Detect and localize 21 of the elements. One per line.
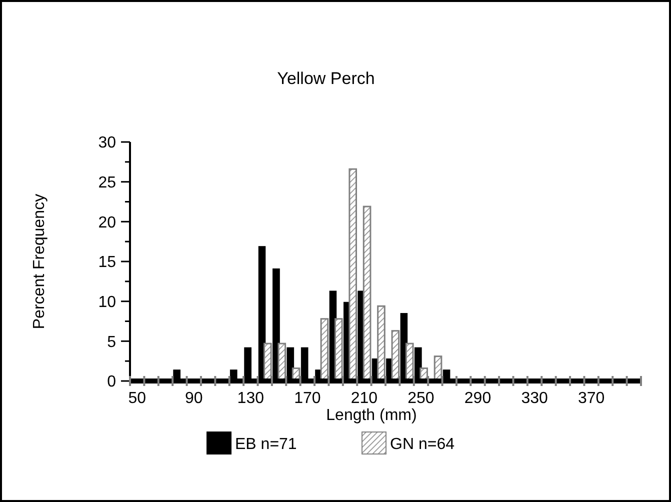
x-tick-label: 90	[184, 390, 203, 407]
y-tick-label: 30	[98, 134, 116, 152]
y-tick-label: 0	[107, 374, 116, 391]
chart-title: Yellow Perch	[277, 69, 375, 88]
y-tick-label: 25	[98, 174, 116, 192]
x-tick-label: 370	[578, 390, 605, 407]
y-tick-label: 15	[98, 254, 116, 272]
x-tick-label: 250	[408, 390, 434, 407]
y-axis-title: Percent Frequency	[31, 194, 48, 330]
x-tick-label: 50	[128, 390, 146, 407]
x-tick-label: 290	[464, 390, 492, 407]
y-tick-label: 10	[98, 294, 116, 311]
legend-label: GN n=64	[390, 436, 455, 453]
x-tick-label: 170	[294, 390, 321, 407]
x-axis-title: Length (mm)	[326, 407, 417, 424]
legend-label: EB n=71	[235, 436, 297, 453]
x-tick-label: 130	[237, 390, 264, 407]
x-tick-label: 330	[521, 390, 548, 407]
x-tick-label: 210	[350, 390, 378, 407]
y-tick-label: 5	[107, 334, 116, 351]
y-tick-label: 20	[98, 214, 116, 232]
